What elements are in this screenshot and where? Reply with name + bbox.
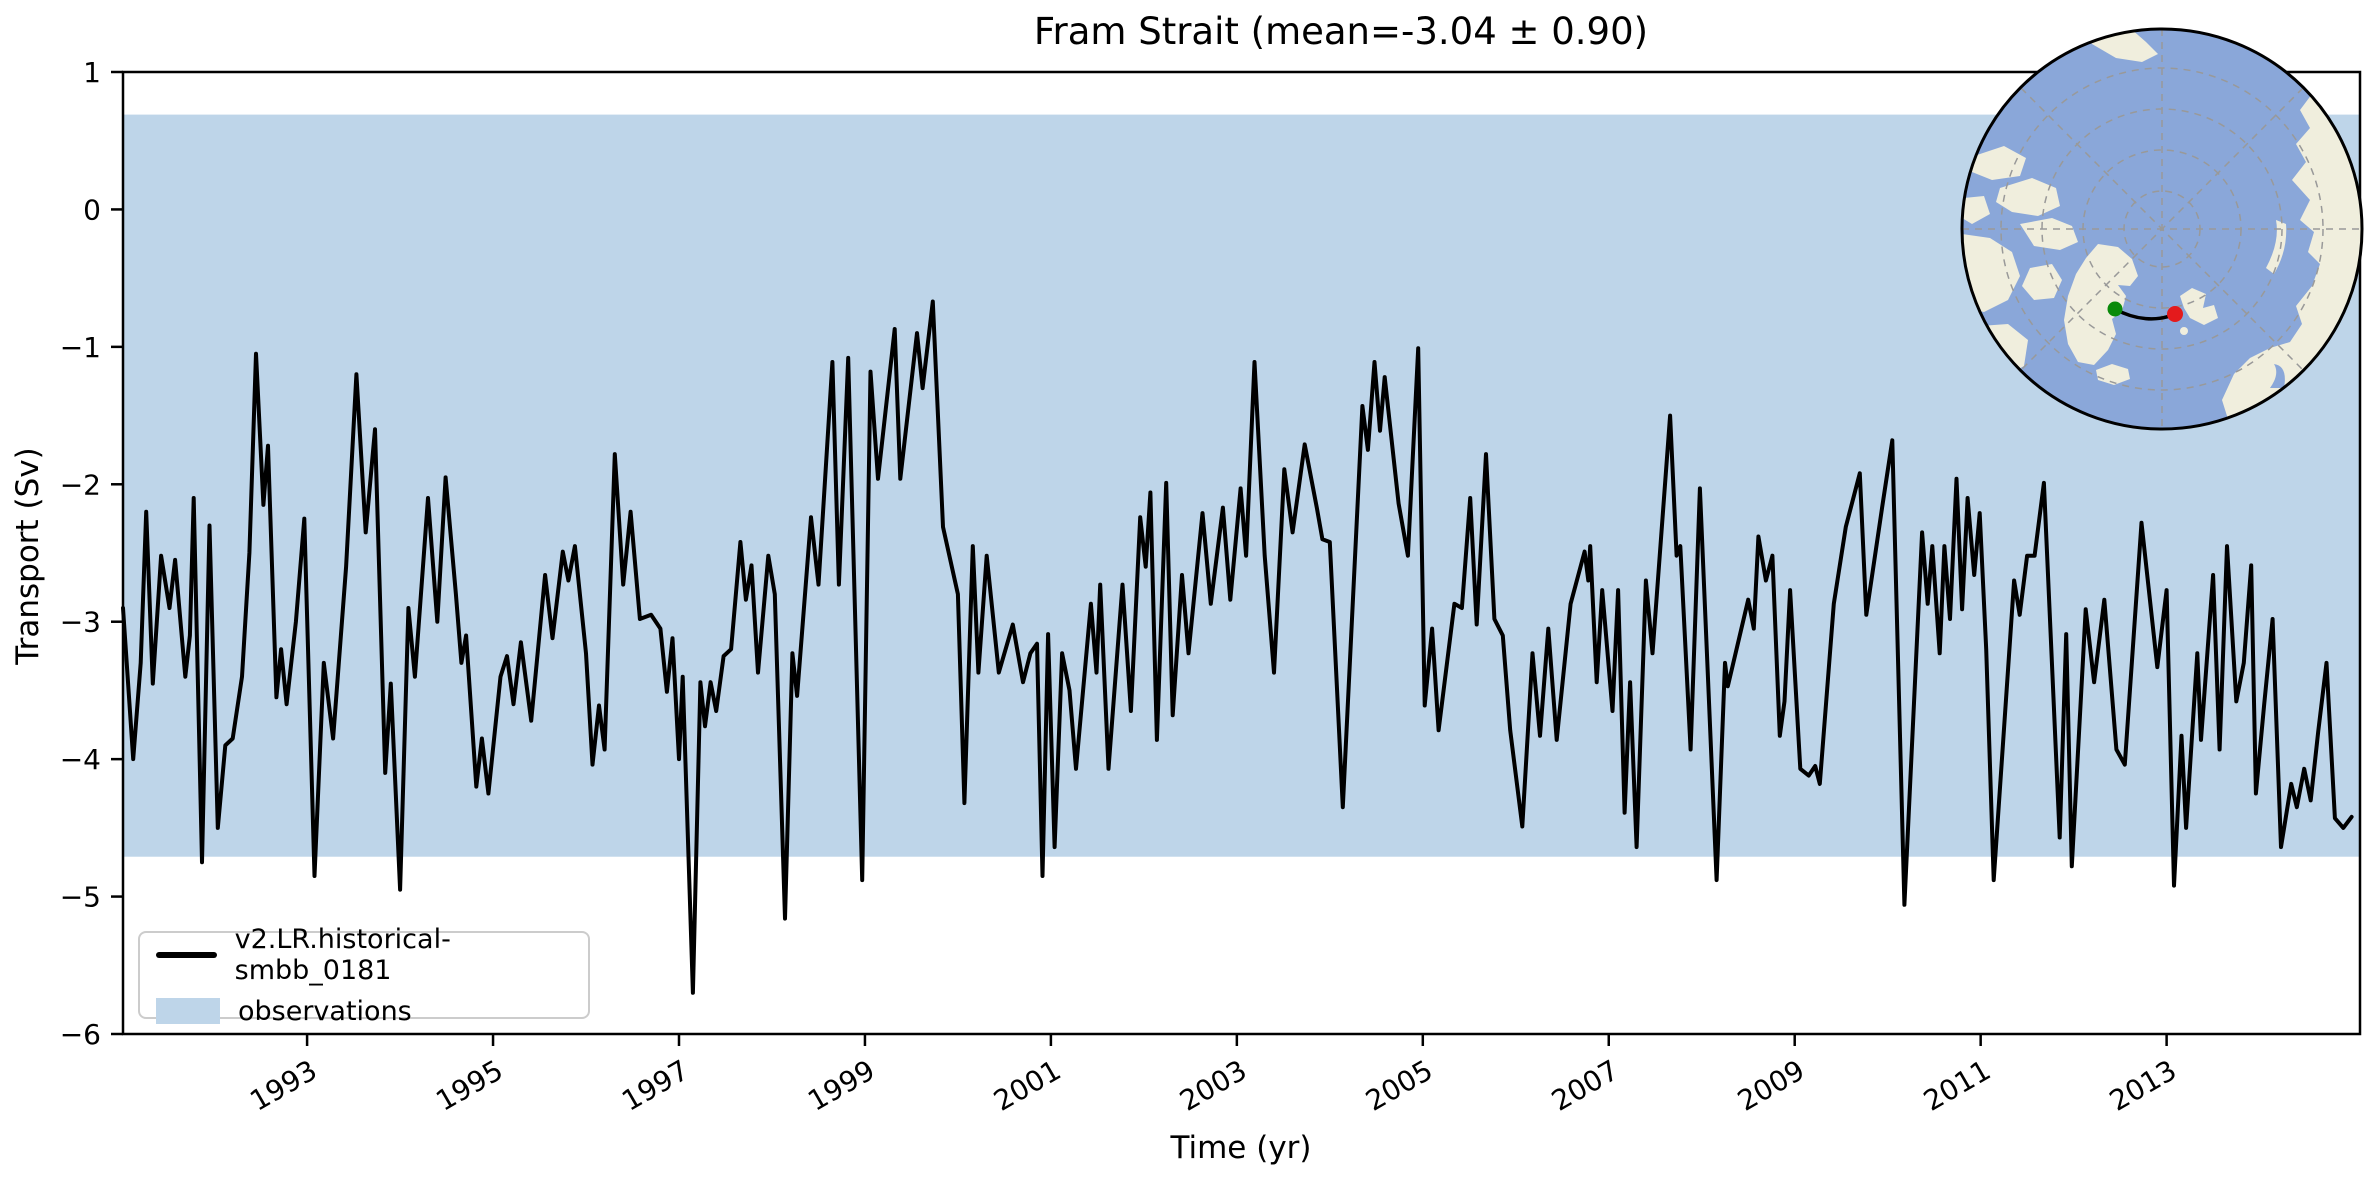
chart-title: Fram Strait (mean=-3.04 ± 0.90) [1033,10,1649,53]
inset-white-sea [2270,364,2285,388]
legend-observations-label: observations [238,995,412,1027]
inset-end-marker [2167,306,2183,322]
x-tick-label: 1997 [616,1053,694,1117]
y-tick-label: −2 [60,468,101,501]
x-tick-label: 2005 [1360,1053,1438,1117]
y-tick-label: −3 [60,606,101,639]
x-tick-label: 2007 [1546,1053,1624,1117]
x-axis-label: Time (yr) [1170,1130,1312,1166]
inset-map [1960,27,2364,431]
x-tick-label: 1999 [802,1053,880,1117]
y-tick-label: 0 [83,193,101,226]
x-tick-label: 2003 [1174,1053,1252,1117]
inset-start-marker [2107,301,2123,317]
y-tick-label: 1 [83,56,101,89]
y-axis-ticks: 1 0 −1 −2 −3 −4 −5 −6 [60,56,123,1051]
y-tick-label: −5 [60,881,101,914]
x-axis-ticks: 1993 1995 1997 1999 2001 2003 2005 2007 2009 2011… [244,1034,2182,1118]
legend-model-label: v2.LR.historical-smbb_0181 [234,923,451,986]
x-tick-label: 2011 [1918,1053,1996,1117]
legend-line-swatch [156,951,217,958]
axes-frame [121,70,2362,1036]
x-tick-label: 2009 [1732,1053,1810,1117]
y-tick-label: −4 [60,743,101,776]
y-tick-label: −6 [60,1018,101,1051]
x-tick-label: 2001 [988,1053,1066,1117]
inset-graticule [1962,29,2362,429]
legend-entry-model: v2.LR.historical-smbb_0181 [156,924,588,986]
x-tick-label: 1995 [430,1053,508,1117]
legend-box: v2.LR.historical-smbb_0181 observations [138,924,590,1027]
inset-border [1960,27,2364,431]
legend-observations-swatch [156,998,220,1024]
legend-entry-observations: observations [156,996,588,1027]
x-tick-label: 2013 [2104,1053,2182,1117]
y-axis-label: Transport (Sv) [10,447,46,665]
y-tick-label: −1 [60,331,101,364]
model-series-line [121,299,2354,995]
x-tick-label: 1993 [244,1053,322,1117]
